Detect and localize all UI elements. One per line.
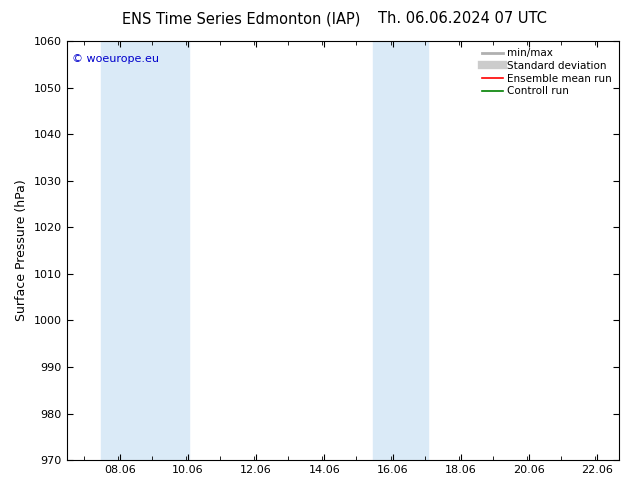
Bar bbox=[373, 41, 408, 460]
Bar bbox=[408, 41, 428, 460]
Text: © woeurope.eu: © woeurope.eu bbox=[72, 53, 159, 64]
Bar bbox=[101, 41, 190, 460]
Y-axis label: Surface Pressure (hPa): Surface Pressure (hPa) bbox=[15, 180, 28, 321]
Legend: min/max, Standard deviation, Ensemble mean run, Controll run: min/max, Standard deviation, Ensemble me… bbox=[480, 46, 614, 98]
Text: Th. 06.06.2024 07 UTC: Th. 06.06.2024 07 UTC bbox=[378, 11, 547, 26]
Text: ENS Time Series Edmonton (IAP): ENS Time Series Edmonton (IAP) bbox=[122, 11, 360, 26]
